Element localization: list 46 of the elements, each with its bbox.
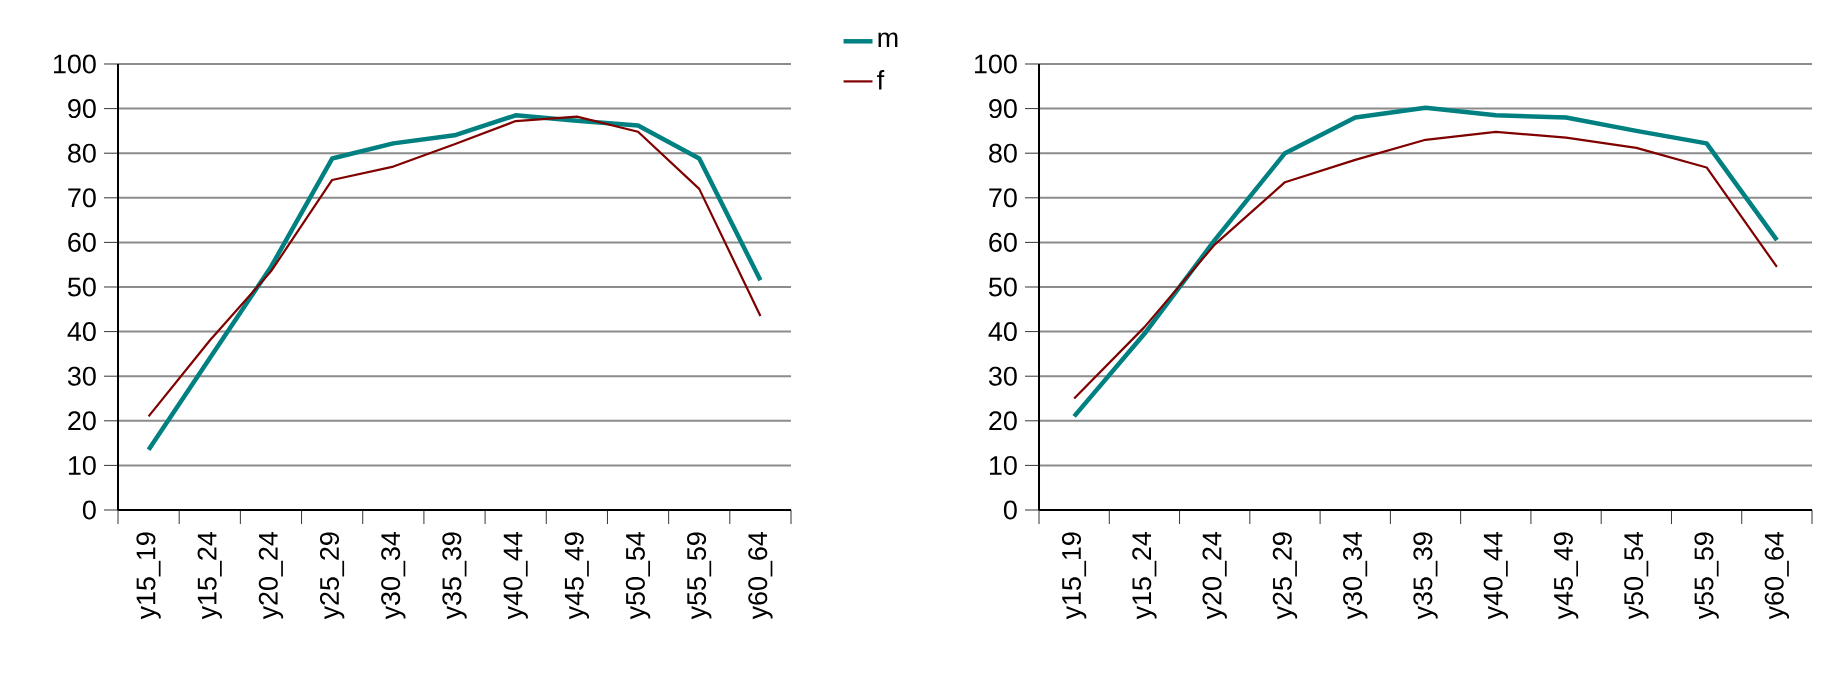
y-tick-label: 30 xyxy=(67,366,96,386)
x-tick-label: y25_29 xyxy=(1272,532,1298,620)
y-tick-label: 90 xyxy=(989,99,1017,119)
y-tick-label: 100 xyxy=(54,54,96,74)
x-tick-label: y55_59 xyxy=(687,532,712,620)
y-tick-label: 70 xyxy=(989,188,1017,208)
y-tick-label: 90 xyxy=(68,99,96,119)
y-tick-label: 80 xyxy=(989,143,1017,163)
x-tick-label: y20_24 xyxy=(1202,531,1227,620)
x-tick-label: y35_39 xyxy=(1413,532,1438,620)
x-tick-label: y40_44 xyxy=(503,531,528,620)
x-tick-label: y15_19 xyxy=(136,532,161,620)
y-tick-label: 30 xyxy=(988,366,1017,386)
y-tick-label: 20 xyxy=(68,411,96,431)
y-tick-label: 70 xyxy=(68,188,96,208)
y-tick-label: 50 xyxy=(989,277,1017,297)
x-tick-label: y40_44 xyxy=(1483,531,1508,620)
x-tick-label: y25_29 xyxy=(319,532,345,620)
x-tick-label: y15_24 xyxy=(197,531,222,620)
y-tick-label: 10 xyxy=(989,455,1017,475)
y-tick-label: 40 xyxy=(988,322,1017,342)
x-tick-label: y30_34 xyxy=(381,531,406,620)
x-tick-label: y45_49 xyxy=(1553,532,1579,620)
y-tick-label: 10 xyxy=(68,455,96,475)
x-tick-label: y15_24 xyxy=(1132,531,1157,620)
x-tick-label: y45_49 xyxy=(564,532,590,620)
y-tick-label: 80 xyxy=(68,143,96,163)
y-tick-label: 40 xyxy=(67,322,96,342)
y-tick-label: 60 xyxy=(68,232,96,252)
x-tick-label: y20_24 xyxy=(258,531,284,620)
y-tick-label: 0 xyxy=(82,500,96,520)
x-tick-label: y35_39 xyxy=(442,532,467,620)
x-tick-label: y15_19 xyxy=(1061,532,1087,620)
legend-label: f xyxy=(877,70,885,90)
x-tick-label: y55_59 xyxy=(1694,532,1719,620)
x-tick-label: y30_34 xyxy=(1343,531,1368,620)
y-tick-label: 60 xyxy=(989,232,1017,252)
y-tick-label: 50 xyxy=(67,277,96,297)
y-tick-label: 0 xyxy=(1003,500,1017,520)
x-tick-label: y60_64 xyxy=(748,531,773,620)
legend-label: m xyxy=(878,32,898,47)
x-tick-label: y50_54 xyxy=(1624,531,1649,620)
x-tick-label: y50_54 xyxy=(625,531,651,620)
y-tick-label: 20 xyxy=(989,411,1017,431)
x-tick-label: y60_64 xyxy=(1764,531,1790,620)
y-tick-label: 100 xyxy=(975,54,1017,74)
